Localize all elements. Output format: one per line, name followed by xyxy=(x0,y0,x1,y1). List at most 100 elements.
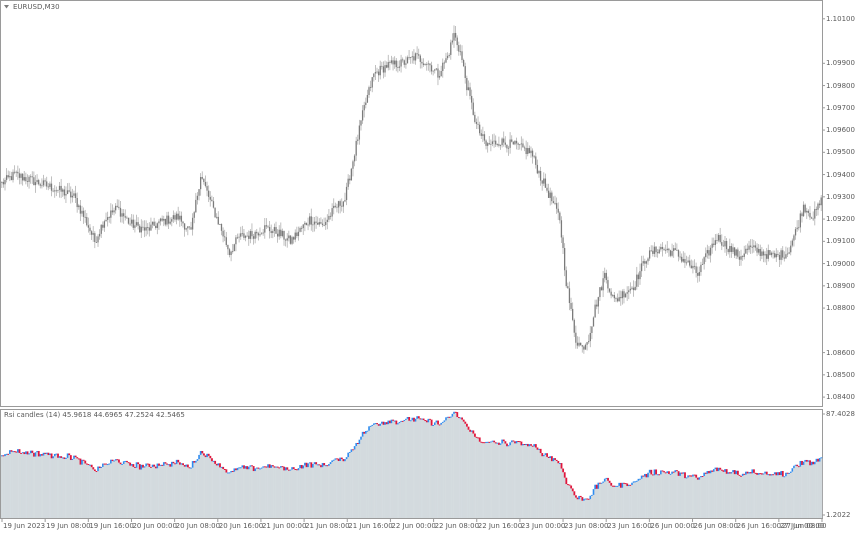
rsi-fill-bar xyxy=(761,474,763,518)
rsi-candle xyxy=(2,455,5,457)
price-candle xyxy=(623,291,625,298)
rsi-fill-bar xyxy=(275,467,278,518)
rsi-candle xyxy=(775,472,778,476)
price-candle xyxy=(256,231,258,234)
rsi-candle xyxy=(162,462,165,466)
price-candle xyxy=(411,56,413,58)
rsi-fill-bar xyxy=(49,455,51,518)
price-candle xyxy=(347,178,349,187)
rsi-candle xyxy=(69,455,72,461)
rsi-fill-bar xyxy=(809,465,811,518)
rsi-candle xyxy=(536,447,539,450)
rsi-fill-bar xyxy=(445,420,447,518)
price-candle xyxy=(320,222,322,224)
rsi-fill-bar xyxy=(510,442,513,518)
price-candle xyxy=(416,53,418,55)
price-candle xyxy=(10,176,13,181)
rsi-fill-bar xyxy=(45,453,48,518)
price-candle xyxy=(777,253,779,255)
price-candle xyxy=(615,298,617,300)
rsi-fill-bar xyxy=(259,468,261,518)
price-candle xyxy=(78,205,80,208)
price-candle xyxy=(326,219,328,222)
price-candle xyxy=(790,245,792,253)
price-candle xyxy=(116,205,118,207)
rsi-fill-bar xyxy=(554,459,557,518)
rsi-fill-bar xyxy=(762,474,765,518)
rsi-fill-bar xyxy=(174,464,176,518)
rsi-fill-bar xyxy=(602,482,605,518)
rsi-candle xyxy=(320,465,322,468)
price-candle xyxy=(145,227,147,231)
rsi-candle xyxy=(422,418,425,421)
rsi-candle xyxy=(244,466,247,469)
rsi-candle xyxy=(671,471,674,474)
rsi-candle xyxy=(462,419,465,422)
rsi-candle xyxy=(480,441,483,443)
price-candle xyxy=(668,248,670,251)
price-candle xyxy=(725,240,728,250)
rsi-candle xyxy=(701,476,704,478)
rsi-fill-bar xyxy=(26,454,29,518)
rsi-candle xyxy=(589,495,592,500)
rsi-candle xyxy=(50,453,53,459)
rsi-fill-bar xyxy=(331,462,334,518)
rsi-candle xyxy=(251,465,253,467)
price-candle xyxy=(589,332,591,342)
rsi-candle xyxy=(321,463,324,468)
rsi-fill-bar xyxy=(187,467,189,518)
rsi-fill-bar xyxy=(509,445,512,518)
price-candle xyxy=(39,184,41,186)
price-candle xyxy=(111,210,114,213)
rsi-fill-bar xyxy=(20,453,23,518)
rsi-fill-bar xyxy=(244,468,247,518)
rsi-candle xyxy=(680,472,683,474)
rsi-fill-bar xyxy=(305,467,308,518)
rsi-fill-bar xyxy=(796,466,799,518)
rsi-fill-bar xyxy=(92,469,95,518)
price-candle xyxy=(692,265,694,269)
rsi-candle xyxy=(297,468,300,471)
rsi-fill-bar xyxy=(427,422,430,518)
rsi-candle xyxy=(438,424,441,426)
price-candle xyxy=(815,208,818,210)
rsi-fill-bar xyxy=(608,482,611,518)
rsi-fill-bar xyxy=(130,465,133,518)
price-candle xyxy=(466,77,468,91)
price-candle xyxy=(41,185,43,187)
rsi-fill-bar xyxy=(334,459,337,518)
rsi-candle xyxy=(187,464,189,468)
price-candle xyxy=(607,280,609,289)
price-candle xyxy=(706,250,708,254)
rsi-candle xyxy=(759,473,762,475)
rsi-fill-bar xyxy=(203,455,205,518)
rsi-candle xyxy=(547,456,550,458)
rsi-fill-bar xyxy=(225,472,228,518)
rsi-candle xyxy=(58,456,61,458)
rsi-candle xyxy=(677,471,680,476)
rsi-candle xyxy=(196,459,199,461)
price-candle xyxy=(491,141,494,144)
rsi-fill-bar xyxy=(416,418,419,518)
rsi-candle xyxy=(648,469,651,473)
price-candle xyxy=(650,250,652,252)
price-candle xyxy=(724,240,726,247)
rsi-candle xyxy=(377,424,380,426)
rsi-candle xyxy=(37,450,40,457)
price-candle xyxy=(656,252,659,254)
triangle-down-icon[interactable] xyxy=(4,5,9,9)
rsi-candle xyxy=(690,475,693,477)
rsi-fill-bar xyxy=(411,420,414,518)
rsi-candle xyxy=(247,466,250,470)
rsi-fill-bar xyxy=(749,473,752,518)
rsi-fill-bar xyxy=(268,467,271,518)
price-candle xyxy=(301,227,303,229)
rsi-fill-bar xyxy=(183,466,186,518)
rsi-fill-bar xyxy=(530,445,532,518)
rsi-candle xyxy=(634,481,637,483)
rsi-candle xyxy=(55,453,58,455)
rsi-candle xyxy=(741,473,744,476)
rsi-fill-bar xyxy=(804,461,807,518)
